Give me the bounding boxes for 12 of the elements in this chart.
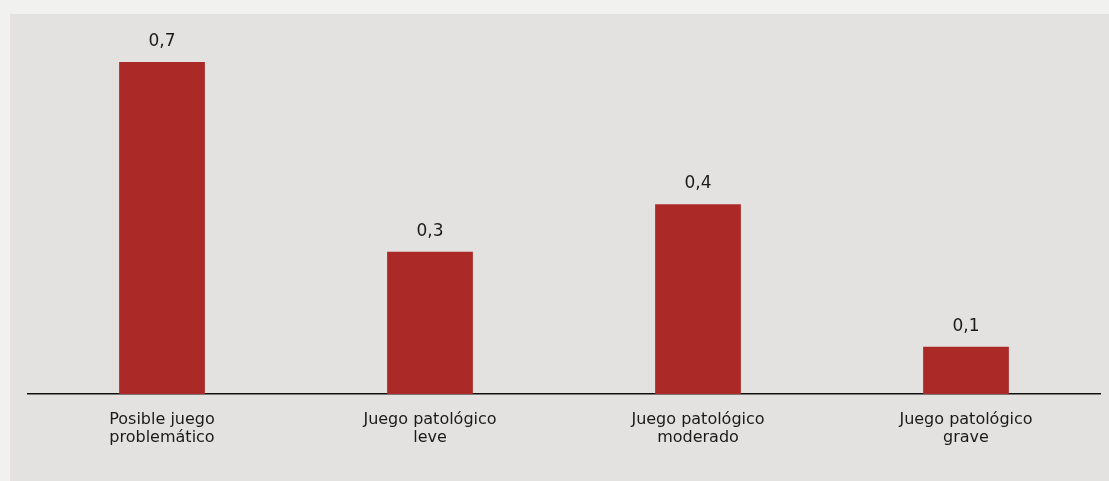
x-tick-label: Juego patológico leve: [362, 408, 497, 446]
data-label: 0,7: [148, 29, 176, 50]
bar: [387, 251, 473, 395]
data-label: 0,1: [952, 314, 980, 335]
data-label: 0,3: [416, 219, 444, 240]
data-label: 0,4: [684, 172, 712, 193]
bar: [119, 62, 205, 395]
x-tick-label: Juego patológico moderado: [630, 408, 765, 446]
bar: [655, 204, 741, 395]
x-tick-label: Posible juego problemático: [109, 408, 215, 446]
x-tick-label: Juego patológico grave: [898, 408, 1033, 446]
bar: [923, 346, 1009, 395]
